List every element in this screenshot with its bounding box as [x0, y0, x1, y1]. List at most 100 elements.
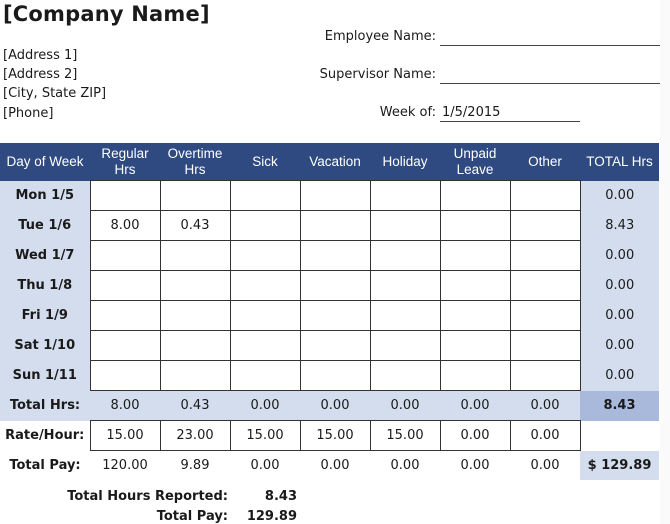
holiday-cell[interactable]: [369, 270, 441, 301]
table-row: Mon 1/5 0.00: [0, 180, 659, 211]
sick-cell[interactable]: [229, 300, 301, 331]
other-cell[interactable]: [509, 330, 581, 361]
row-total: 0.00: [580, 360, 659, 391]
total-hrs-value: 0.00: [370, 390, 440, 421]
rate-cell[interactable]: 15.00: [369, 420, 441, 451]
regular-cell[interactable]: [89, 330, 161, 361]
supervisor-name-field[interactable]: [440, 67, 660, 84]
overtime-cell[interactable]: 0.43: [159, 210, 231, 241]
sick-cell[interactable]: [229, 180, 301, 211]
sick-cell[interactable]: [229, 330, 301, 361]
overtime-cell[interactable]: [159, 240, 231, 271]
regular-cell[interactable]: [89, 240, 161, 271]
holiday-cell[interactable]: [369, 180, 441, 211]
grand-total-pay: $ 129.89: [580, 450, 659, 480]
day-label: Fri 1/9: [0, 300, 90, 331]
regular-cell[interactable]: [89, 360, 161, 391]
rate-cell[interactable]: 0.00: [439, 420, 511, 451]
unpaid-cell[interactable]: [439, 330, 511, 361]
other-cell[interactable]: [509, 180, 581, 211]
unpaid-cell[interactable]: [439, 210, 511, 241]
address-1: [Address 1]: [3, 48, 78, 63]
sick-cell[interactable]: [229, 360, 301, 391]
overtime-cell[interactable]: [159, 180, 231, 211]
holiday-cell[interactable]: [369, 330, 441, 361]
row-total: 8.43: [580, 210, 659, 241]
total-hrs-value: 0.00: [510, 390, 580, 421]
vacation-cell[interactable]: [299, 300, 371, 331]
unpaid-cell[interactable]: [439, 240, 511, 271]
sick-cell[interactable]: [229, 210, 301, 241]
week-of-label: Week of:: [379, 105, 436, 120]
holiday-cell[interactable]: [369, 360, 441, 391]
row-total: 0.00: [580, 300, 659, 331]
rate-cell[interactable]: 23.00: [159, 420, 231, 451]
rate-cell[interactable]: 15.00: [229, 420, 301, 451]
rate-cell[interactable]: 15.00: [299, 420, 371, 451]
day-label: Wed 1/7: [0, 240, 90, 271]
city-state-zip: [City, State ZIP]: [3, 86, 107, 101]
total-hours-reported-value: 8.43: [264, 489, 297, 504]
holiday-cell[interactable]: [369, 210, 441, 241]
pay-value: 0.00: [320, 458, 350, 473]
header-other: Other: [510, 143, 580, 181]
total-hrs-value: 0.00: [440, 390, 510, 421]
total-hrs-row: Total Hrs: 8.00 0.43 0.00 0.00 0.00 0.00…: [0, 390, 659, 421]
overtime-cell[interactable]: [159, 300, 231, 331]
sick-cell[interactable]: [229, 270, 301, 301]
day-label: Thu 1/8: [0, 270, 90, 301]
table-row: Fri 1/9 0.00: [0, 300, 659, 331]
holiday-cell[interactable]: [369, 240, 441, 271]
right-margin: [660, 0, 670, 524]
vacation-cell[interactable]: [299, 180, 371, 211]
summary-total-pay-value: 129.89: [246, 509, 297, 524]
other-cell[interactable]: [509, 270, 581, 301]
header-unpaid: Unpaid Leave: [440, 143, 510, 181]
header-holiday: Holiday: [370, 143, 440, 181]
grand-total-hrs: 8.43: [580, 390, 659, 421]
row-total: 0.00: [580, 180, 659, 211]
rate-cell[interactable]: 0.00: [509, 420, 581, 451]
vacation-cell[interactable]: [299, 270, 371, 301]
overtime-cell[interactable]: [159, 330, 231, 361]
vacation-cell[interactable]: [299, 240, 371, 271]
header-overtime: Overtime Hrs: [160, 143, 230, 181]
other-cell[interactable]: [509, 210, 581, 241]
unpaid-cell[interactable]: [439, 300, 511, 331]
overtime-cell[interactable]: [159, 270, 231, 301]
regular-cell[interactable]: 8.00: [89, 210, 161, 241]
other-cell[interactable]: [509, 240, 581, 271]
total-hrs-value: 8.00: [90, 390, 160, 421]
total-hrs-value: 0.00: [230, 390, 300, 421]
rate-cell[interactable]: 15.00: [89, 420, 161, 451]
vacation-cell[interactable]: [299, 330, 371, 361]
regular-cell[interactable]: [89, 180, 161, 211]
vacation-cell[interactable]: [299, 360, 371, 391]
day-label: Mon 1/5: [0, 180, 90, 211]
vacation-cell[interactable]: [299, 210, 371, 241]
address-2: [Address 2]: [3, 67, 78, 82]
other-cell[interactable]: [509, 300, 581, 331]
unpaid-cell[interactable]: [439, 360, 511, 391]
rate-hour-label: Rate/Hour:: [5, 428, 85, 443]
pay-value: 9.89: [180, 458, 210, 473]
holiday-cell[interactable]: [369, 300, 441, 331]
unpaid-cell[interactable]: [439, 270, 511, 301]
phone: [Phone]: [3, 106, 54, 121]
row-total: 0.00: [580, 330, 659, 361]
employee-name-field[interactable]: [440, 29, 660, 46]
company-name: [Company Name]: [3, 2, 210, 26]
other-cell[interactable]: [509, 360, 581, 391]
header-vacation: Vacation: [300, 143, 370, 181]
unpaid-cell[interactable]: [439, 180, 511, 211]
week-of-field[interactable]: 1/5/2015: [440, 105, 580, 122]
sick-cell[interactable]: [229, 240, 301, 271]
row-total: 0.00: [580, 270, 659, 301]
regular-cell[interactable]: [89, 300, 161, 331]
pay-value: 0.00: [460, 458, 490, 473]
regular-cell[interactable]: [89, 270, 161, 301]
day-label: Tue 1/6: [0, 210, 90, 241]
overtime-cell[interactable]: [159, 360, 231, 391]
total-hours-reported-label: Total Hours Reported:: [67, 489, 228, 504]
day-label: Sat 1/10: [0, 330, 90, 361]
